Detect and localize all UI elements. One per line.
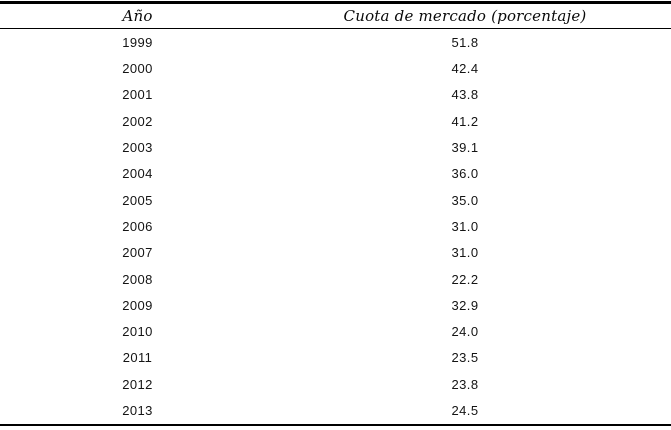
share-cell: 22.2: [451, 271, 479, 287]
share-cell: 41.2: [451, 113, 479, 129]
year-cell: 2013: [122, 402, 153, 418]
table-row: 2009 32.9: [0, 292, 671, 318]
share-cell: 31.0: [451, 245, 479, 261]
year-cell: 2011: [122, 350, 153, 366]
share-cell: 31.0: [451, 218, 479, 234]
share-cell: 51.8: [451, 34, 479, 50]
year-cell: 2007: [122, 245, 153, 261]
year-cell: 2003: [122, 140, 153, 156]
table-row: 1999 51.8: [0, 29, 671, 55]
share-cell: 24.5: [451, 402, 479, 418]
table-row: 2007 31.0: [0, 240, 671, 266]
share-cell: 39.1: [451, 140, 479, 156]
table-row: 2000 42.4: [0, 55, 671, 81]
year-cell: 2005: [122, 192, 153, 208]
year-cell: 2012: [122, 376, 153, 392]
table-row: 2002 41.2: [0, 108, 671, 134]
table-body: 1999 51.8 2000 42.4 2001 43.8 2002 41.2 …: [0, 29, 671, 423]
year-cell: 2004: [122, 166, 153, 182]
year-cell: 2000: [122, 61, 153, 77]
top-rule: [0, 1, 671, 4]
bottom-rule: [0, 423, 671, 426]
year-cell: 2008: [122, 271, 153, 287]
year-cell: 2001: [122, 87, 153, 103]
table-row: 2012 23.8: [0, 371, 671, 397]
share-cell: 35.0: [451, 192, 479, 208]
table-row: 2008 22.2: [0, 266, 671, 292]
share-cell: 43.8: [451, 87, 479, 103]
share-cell: 23.8: [451, 376, 479, 392]
year-cell: 1999: [122, 34, 153, 50]
column-header-share: Cuota de mercado (porcentaje): [343, 6, 587, 25]
year-cell: 2010: [122, 324, 153, 340]
table-header: Año Cuota de mercado (porcentaje): [0, 4, 671, 28]
table-row: 2001 43.8: [0, 82, 671, 108]
table-row: 2005 35.0: [0, 187, 671, 213]
table-row: 2006 31.0: [0, 213, 671, 239]
year-cell: 2009: [122, 297, 153, 313]
table-row: 2011 23.5: [0, 345, 671, 371]
table-row: 2004 36.0: [0, 161, 671, 187]
share-cell: 23.5: [451, 350, 479, 366]
table-row: 2003 39.1: [0, 134, 671, 160]
share-cell: 24.0: [451, 324, 479, 340]
share-cell: 36.0: [451, 166, 479, 182]
column-header-year: Año: [122, 6, 153, 25]
year-cell: 2002: [122, 113, 153, 129]
table-row: 2013 24.5: [0, 397, 671, 423]
share-cell: 32.9: [451, 297, 479, 313]
year-cell: 2006: [122, 218, 153, 234]
header-rule: [0, 27, 671, 30]
share-cell: 42.4: [451, 61, 479, 77]
table-row: 2010 24.0: [0, 318, 671, 344]
